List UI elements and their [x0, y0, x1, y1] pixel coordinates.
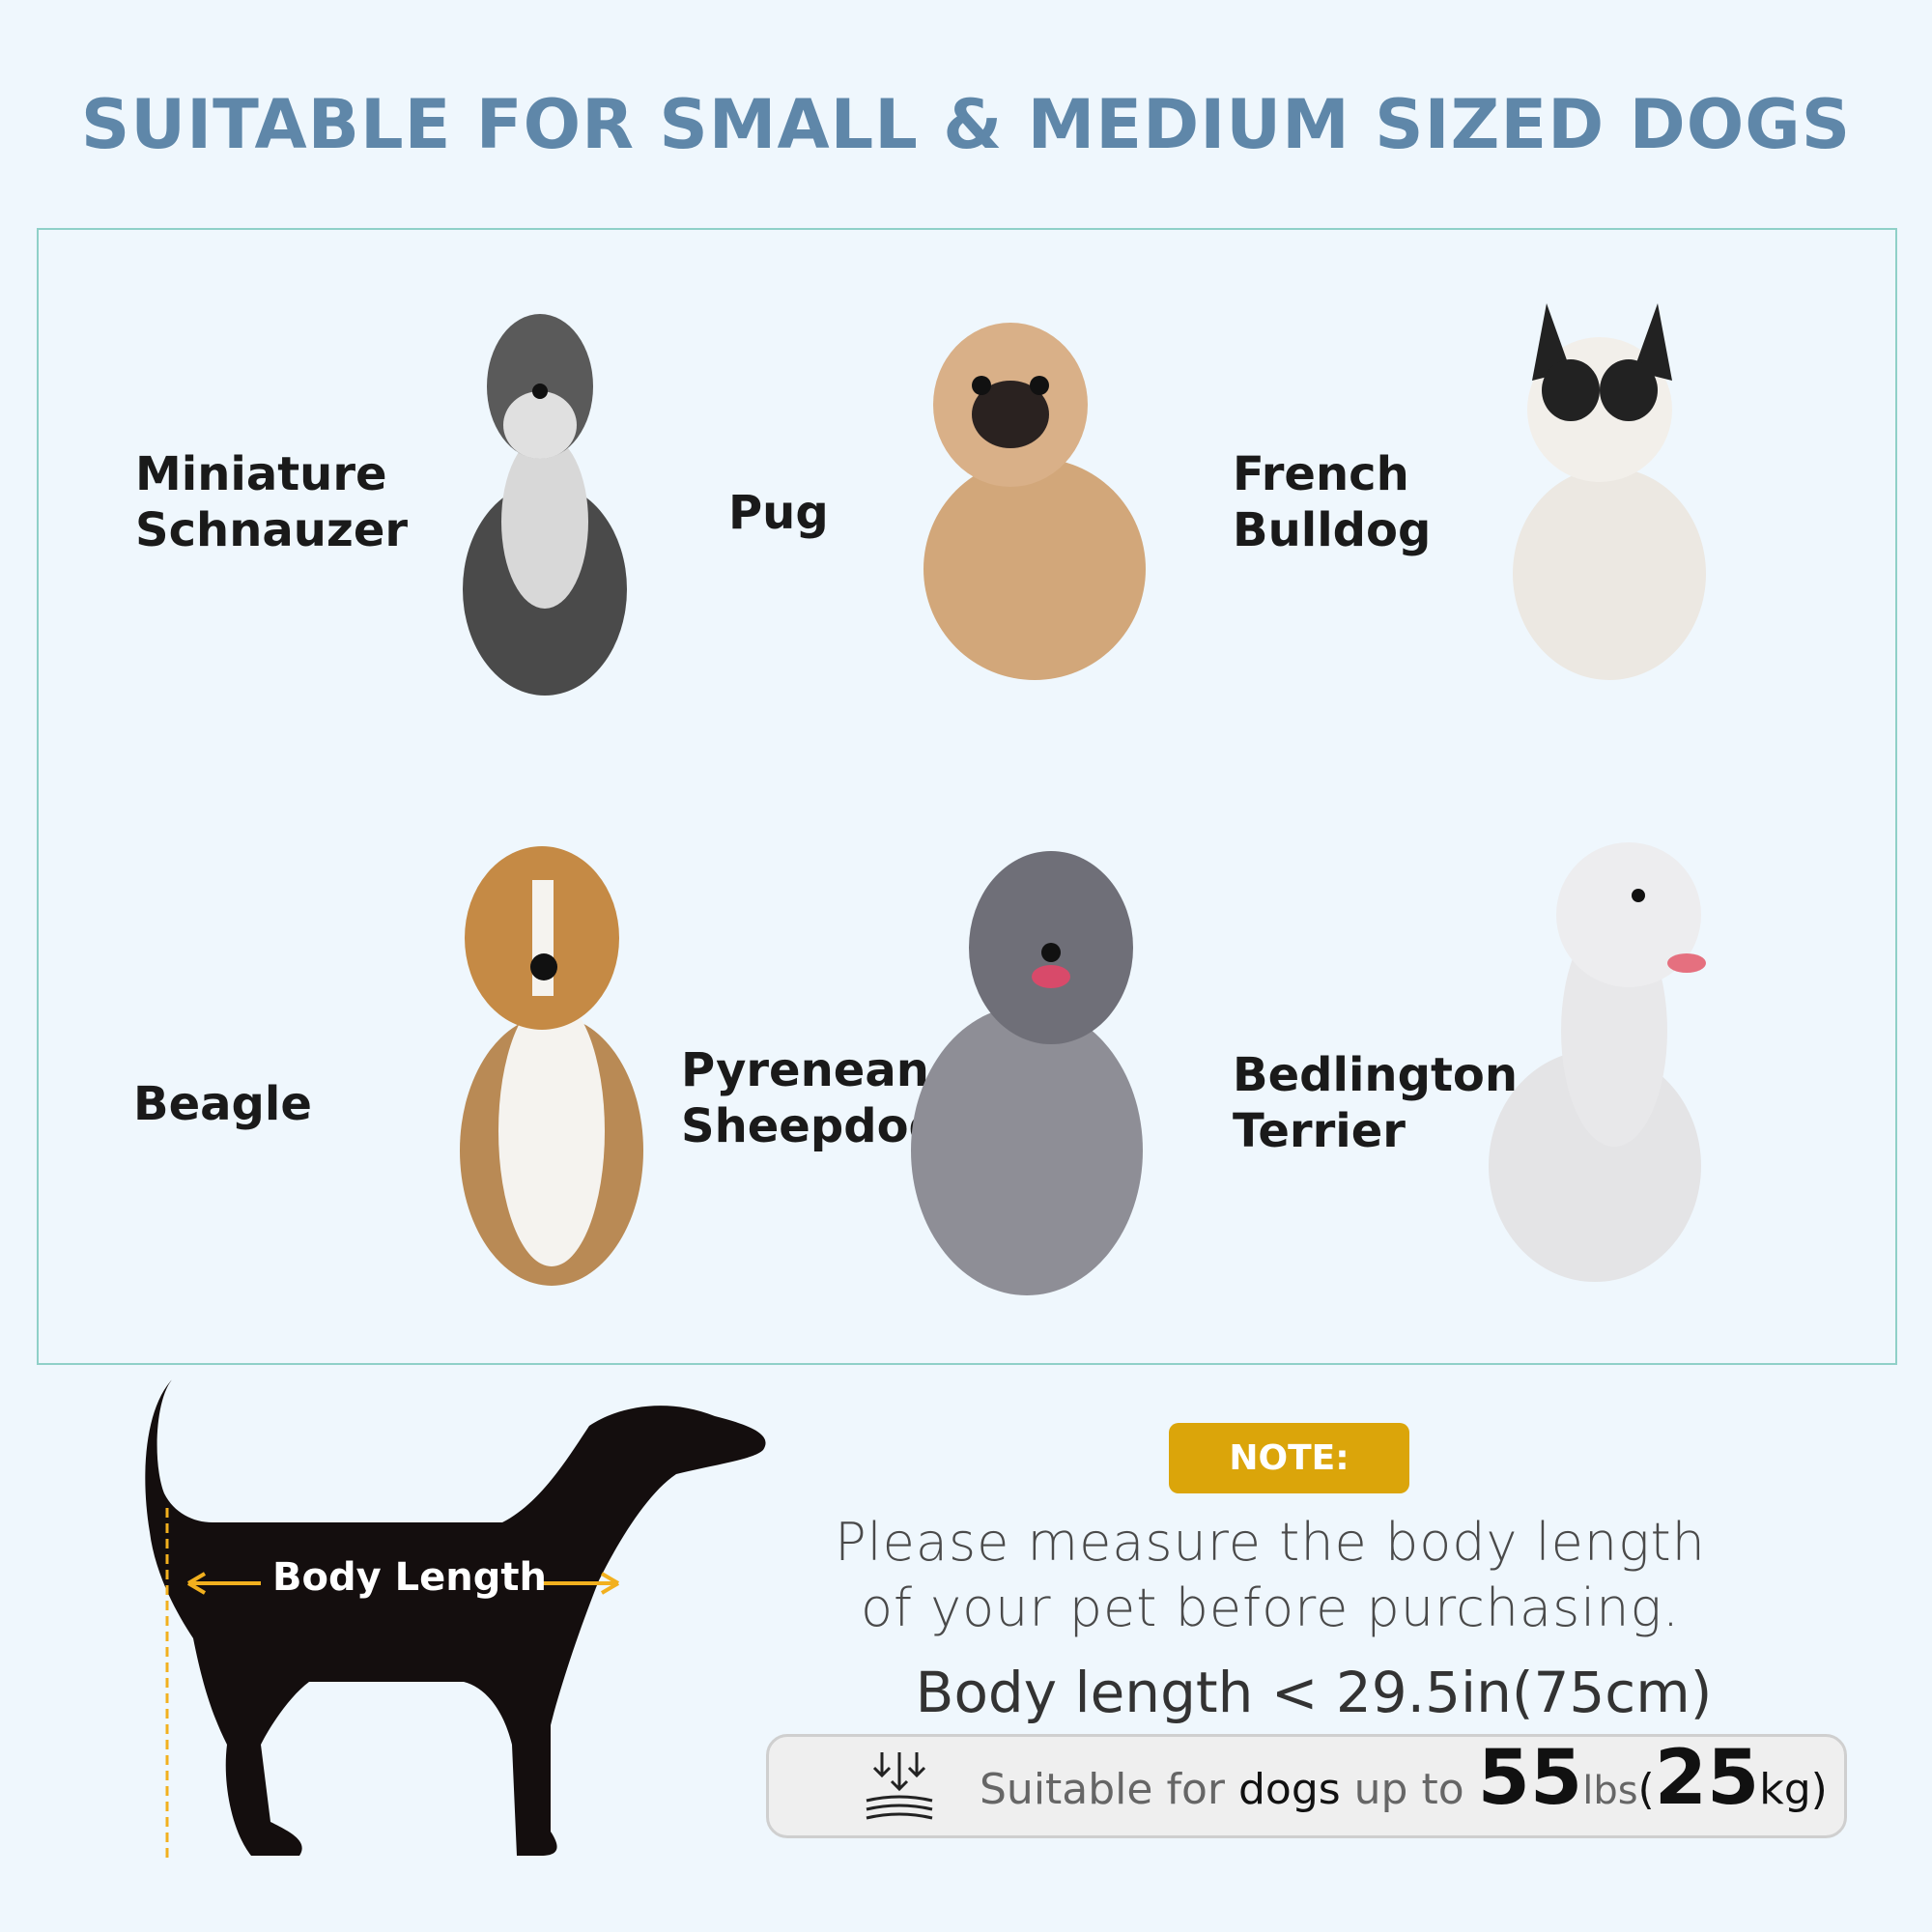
breed-label-beagle: Beagle [133, 1077, 312, 1131]
body-length-label: Body Length [272, 1555, 547, 1600]
pyrenean-sheepdog-photo [911, 851, 1143, 1295]
page-title: SUITABLE FOR SMALL & MEDIUM SIZED DOGS [80, 85, 1852, 164]
left-arrow-icon [186, 1572, 261, 1595]
dog-silhouette-diagram [145, 1378, 766, 1863]
breed-label-pyrenean-sheepdog: Pyrenean Sheepdog [681, 1043, 942, 1153]
breed-label-pug: Pug [728, 486, 829, 540]
beagle-photo [460, 846, 643, 1286]
breed-panel [37, 228, 1897, 1365]
weight-load-icon [866, 1752, 933, 1820]
french-bulldog-photo [1513, 303, 1706, 680]
miniature-schnauzer-photo [463, 314, 627, 696]
note-badge: NOTE: [1169, 1423, 1409, 1493]
right-arrow-icon [543, 1572, 620, 1595]
bedlington-terrier-photo [1489, 842, 1706, 1282]
capacity-text: Suitable for dogs up to 55lbs(25kg) [980, 1735, 1828, 1822]
weight-capacity-bar: Suitable for dogs up to 55lbs(25kg) [766, 1734, 1847, 1838]
breed-label-bedlington-terrier: Bedlington Terrier [1233, 1048, 1519, 1158]
body-length-limit: Body length < 29.5in(75cm) [915, 1660, 1713, 1725]
note-line-2: of your pet before purchasing. [860, 1577, 1681, 1638]
pug-photo [923, 323, 1146, 680]
note-line-1: Please measure the body length [835, 1512, 1706, 1573]
breed-label-miniature-schnauzer: Miniature Schnauzer [135, 447, 409, 557]
breed-label-french-bulldog: French Bulldog [1233, 447, 1432, 557]
